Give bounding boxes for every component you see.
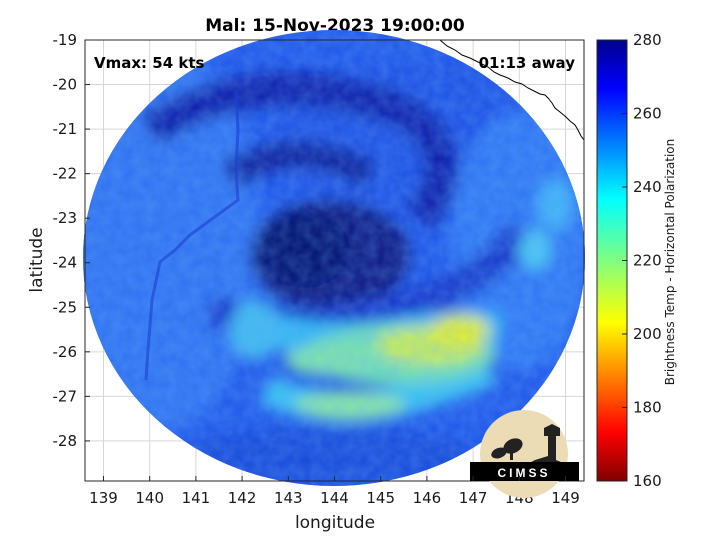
colorbar-tick-label: 180 bbox=[633, 399, 662, 417]
cimss-logo: CIMSS bbox=[470, 410, 579, 498]
colorbar-tick-label: 160 bbox=[633, 472, 662, 490]
y-tick-label: -23 bbox=[53, 209, 78, 227]
time-away-annotation: 01:13 away bbox=[479, 54, 576, 72]
x-tick-label: 139 bbox=[89, 489, 118, 507]
chart-title: Mal: 15-Nov-2023 19:00:00 bbox=[205, 16, 465, 36]
y-tick-label: -28 bbox=[53, 432, 78, 450]
colorbar-ticks: 280 260 240 220 200 180 160 bbox=[622, 31, 662, 490]
colorbar-tick-label: 200 bbox=[633, 325, 662, 343]
y-tick-label: -26 bbox=[53, 343, 78, 361]
y-tick-label: -25 bbox=[53, 298, 78, 316]
x-tick-label: 149 bbox=[551, 489, 580, 507]
colorbar-tick-label: 260 bbox=[633, 105, 662, 123]
vmax-annotation: Vmax: 54 kts bbox=[94, 54, 204, 72]
y-axis-label: latitude bbox=[27, 227, 47, 292]
y-tick-label: -22 bbox=[53, 165, 78, 183]
y-tick-label: -20 bbox=[53, 76, 78, 94]
x-tick-label: 145 bbox=[366, 489, 395, 507]
colorbar-label: Brightness Temp - Horizontal Polarizatio… bbox=[663, 139, 677, 386]
x-tick-label: 141 bbox=[182, 489, 211, 507]
colorbar-tick-label: 280 bbox=[633, 31, 662, 49]
x-tick-labels: 139 140 141 142 143 144 145 146 147 148 149 bbox=[89, 489, 580, 507]
colorbar-tick-label: 240 bbox=[633, 178, 662, 196]
x-tick-label: 146 bbox=[413, 489, 442, 507]
y-tick-label: -19 bbox=[53, 31, 78, 49]
x-tick-label: 144 bbox=[320, 489, 349, 507]
x-axis-label: longitude bbox=[295, 513, 375, 533]
x-tick-label: 147 bbox=[459, 489, 488, 507]
y-tick-label: -24 bbox=[53, 254, 78, 272]
logo-text: CIMSS bbox=[497, 466, 550, 480]
y-tick-label: -21 bbox=[53, 120, 78, 138]
y-tick-labels: -19 -20 -21 -22 -23 -24 -25 -26 -27 -28 bbox=[53, 31, 78, 450]
x-tick-label: 143 bbox=[274, 489, 303, 507]
x-tick-label: 140 bbox=[135, 489, 164, 507]
y-tick-label: -27 bbox=[53, 387, 78, 405]
x-tick-label: 142 bbox=[228, 489, 257, 507]
coastline bbox=[439, 39, 585, 141]
colorbar-tick-label: 220 bbox=[633, 252, 662, 270]
brightness-temp-swath bbox=[83, 30, 585, 486]
